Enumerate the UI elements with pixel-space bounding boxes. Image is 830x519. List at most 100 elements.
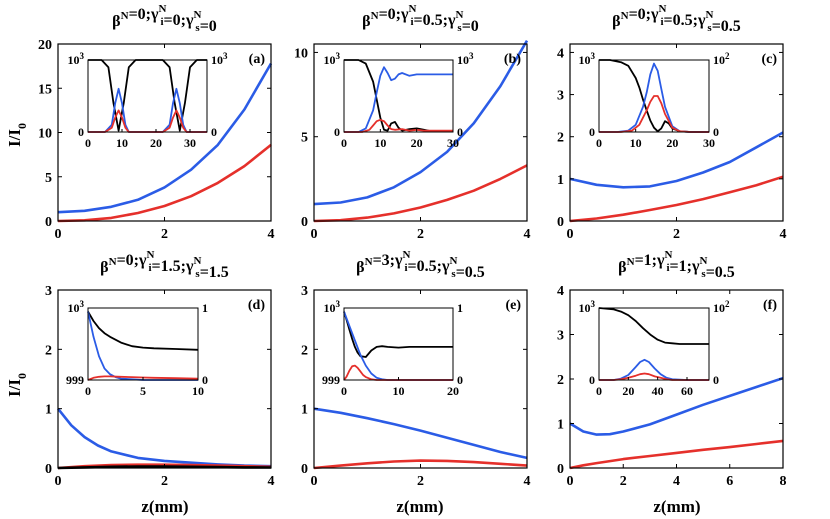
tick-base: 10 (68, 301, 80, 315)
title-text: =1;γ (670, 258, 700, 275)
x-tick-label: 8 (780, 474, 787, 489)
y-tick-label: 4 (557, 46, 564, 61)
inset-frame (598, 307, 710, 381)
title-superscript: N (159, 3, 167, 15)
panel-title-2: βN=0;γN i=0.5;γN s=0.5 (612, 3, 741, 35)
y-tick-label: 1 (45, 403, 52, 418)
title-subscript: s (457, 22, 462, 34)
panel-tag: (f) (763, 298, 777, 313)
inset-x-tick-label: 0 (596, 384, 602, 398)
title-text: β (362, 13, 370, 30)
inset-left-tick-label: 0 (334, 125, 340, 139)
title-text: =3;γ (373, 252, 403, 269)
tick-base: 0 (202, 373, 208, 387)
inset-x-tick-label: 5 (140, 384, 146, 398)
title-text: =0.5;γ (664, 12, 706, 29)
title-text: =0.5 (456, 264, 485, 281)
title-subscript: i (148, 262, 151, 274)
tick-exponent: 3 (80, 299, 85, 309)
tick-base: 0 (589, 373, 595, 387)
inset-left-tick-label: 103 (68, 299, 85, 315)
inset-x-tick-label: 0 (85, 136, 91, 150)
tick-base: 10 (713, 53, 725, 67)
inset-x-tick-label: 20 (447, 384, 459, 398)
inset-x-tick-label: 30 (447, 136, 459, 150)
inset-right-tick-label: 0 (713, 125, 719, 139)
inset-line-red (599, 95, 709, 133)
inset-x-tick-label: 60 (681, 384, 693, 398)
x-tick-label: 0 (55, 227, 62, 242)
x-tick-label: 2 (161, 227, 168, 242)
inset-background (88, 60, 207, 132)
y-tick-label: 5 (45, 171, 52, 186)
panel-tag: (c) (761, 52, 777, 67)
title-superscript: N (449, 255, 457, 267)
y-axis-label-top: I/I0 (5, 123, 29, 147)
title-text: =1.5;γ (152, 258, 194, 275)
tick-base: 0 (713, 125, 719, 139)
title-superscript: N (147, 249, 155, 261)
y-tick-label: 0 (557, 462, 564, 477)
y-tick-label: 2 (557, 131, 564, 146)
series-line-red (313, 459, 528, 470)
series-line-blue (57, 62, 273, 214)
tick-base: 999 (322, 373, 340, 387)
title-subscript: s (451, 268, 456, 280)
title-subscript: s (701, 268, 706, 280)
inset-right-tick-label: 0 (457, 373, 463, 387)
inset-x-tick-label: 10 (393, 384, 405, 398)
title-subscript: s (195, 22, 200, 34)
title-superscript: N (193, 255, 201, 267)
inset-line-black (598, 307, 709, 345)
title-text: β (612, 13, 620, 30)
title-text: β (100, 259, 108, 276)
inset-x-tick-label: 0 (85, 384, 91, 398)
title-subscript: s (195, 268, 200, 280)
title-text: =0;γ (379, 6, 409, 23)
inset-x-tick-label: 20 (411, 136, 423, 150)
inset-left-tick-label: 103 (579, 51, 596, 67)
tick-base: 999 (66, 373, 84, 387)
inset-left-tick-label: 0 (589, 125, 595, 139)
panel-title-1: βN=0;γN i=0.5;γN s=0 (362, 3, 479, 35)
inset-left-tick-label: 0 (78, 125, 84, 139)
series-line-blue (313, 407, 528, 460)
inset-left-tick-label: 999 (322, 373, 340, 387)
inset-frame (343, 59, 454, 133)
panel-tag: (b) (504, 52, 521, 67)
x-axis-label-e: z(mm) (396, 497, 443, 516)
title-subscript: i (660, 16, 663, 28)
y-tick-label: 3 (557, 89, 564, 104)
tick-base: 0 (211, 125, 217, 139)
tick-base: 10 (579, 53, 591, 67)
y-tick-label: 5 (301, 131, 308, 146)
inset-background (88, 308, 198, 380)
x-tick-label: 2 (620, 474, 627, 489)
y-tick-label: 0 (301, 462, 308, 477)
tick-exponent: 3 (80, 51, 85, 61)
series-line-red (313, 164, 528, 223)
x-tick-label: 0 (567, 227, 574, 242)
y-tick-label: 3 (557, 329, 564, 344)
inset-right-tick-label: 103 (457, 51, 474, 67)
x-tick-label: 2 (417, 474, 424, 489)
y-tick-label: 10 (38, 127, 52, 142)
title-text: =0.5;γ (414, 12, 456, 29)
inset-x-tick-label: 10 (630, 136, 642, 150)
series-line-red (57, 143, 272, 223)
inset-right-tick-label: 0 (202, 373, 208, 387)
panel-title-0: βN=0;γN i=0;γN s=0 (112, 3, 217, 35)
inset-x-tick-label: 20 (666, 136, 678, 150)
y-tick-label: 0 (45, 215, 52, 230)
tick-base: 10 (457, 53, 469, 67)
tick-base: 0 (457, 125, 463, 139)
tick-exponent: 2 (725, 299, 730, 309)
inset-right-tick-label: 1 (457, 301, 463, 315)
